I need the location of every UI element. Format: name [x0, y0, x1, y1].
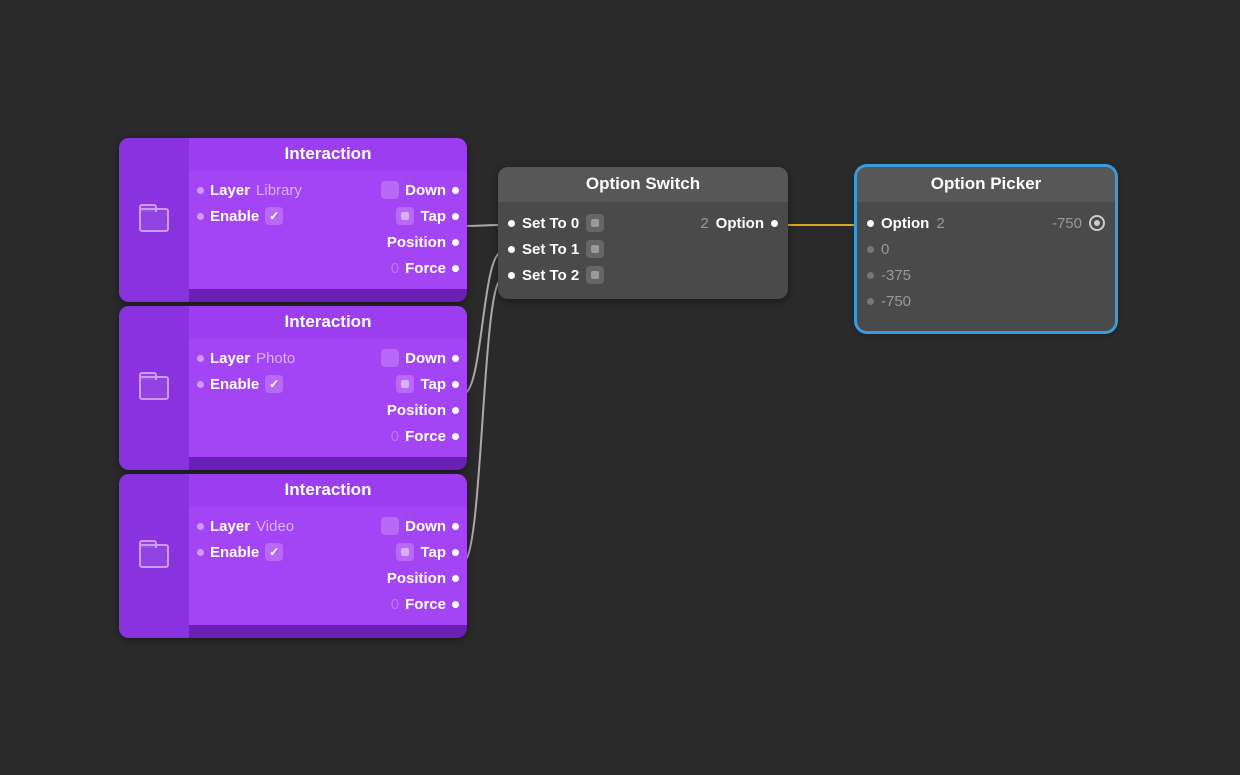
output-label: Option: [716, 215, 764, 232]
output-port-tap[interactable]: [452, 213, 459, 220]
input-port[interactable]: [867, 220, 874, 227]
interaction-node-1[interactable]: Interaction Layer Photo Down: [119, 306, 467, 470]
value-indicator: [586, 266, 604, 284]
tap-indicator: [396, 207, 414, 225]
input-port[interactable]: [867, 298, 874, 305]
port-label-enable: Enable: [210, 544, 259, 561]
force-value: 0: [391, 428, 399, 445]
port-label-tap: Tap: [420, 376, 446, 393]
output-port[interactable]: [452, 433, 459, 440]
output-port-tap[interactable]: [452, 381, 459, 388]
input-label: Set To 1: [522, 241, 579, 258]
output-port-tap[interactable]: [452, 549, 459, 556]
port-label-force: Force: [405, 596, 446, 613]
port-label-position: Position: [387, 570, 446, 587]
port-label-layer: Layer: [210, 350, 250, 367]
output-port[interactable]: [452, 239, 459, 246]
node-sidebar: [119, 138, 189, 302]
port-label-tap: Tap: [420, 208, 446, 225]
port-label-enable: Enable: [210, 376, 259, 393]
input-port[interactable]: [867, 246, 874, 253]
input-port[interactable]: [197, 187, 204, 194]
option-input-value: 2: [936, 215, 944, 232]
input-label: Option: [881, 215, 929, 232]
output-port[interactable]: [452, 187, 459, 194]
port-label-position: Position: [387, 234, 446, 251]
input-label: Set To 0: [522, 215, 579, 232]
port-label-down: Down: [405, 350, 446, 367]
node-sidebar: [119, 474, 189, 638]
node-title: Option Switch: [498, 167, 788, 202]
port-label-force: Force: [405, 428, 446, 445]
layer-value[interactable]: Video: [256, 518, 294, 535]
layer-value[interactable]: Library: [256, 182, 302, 199]
node-sidebar: [119, 306, 189, 470]
input-port[interactable]: [508, 246, 515, 253]
value-indicator: [586, 214, 604, 232]
input-port[interactable]: [508, 220, 515, 227]
value-indicator: [586, 240, 604, 258]
node-title: Interaction: [189, 474, 467, 507]
down-indicator: [381, 517, 399, 535]
node-title: Interaction: [189, 306, 467, 339]
force-value: 0: [391, 260, 399, 277]
tap-indicator: [396, 543, 414, 561]
output-port[interactable]: [771, 220, 778, 227]
node-title: Option Picker: [857, 167, 1115, 202]
interaction-node-2[interactable]: Interaction Layer Video Down: [119, 474, 467, 638]
output-value: -750: [1052, 215, 1082, 232]
down-indicator: [381, 349, 399, 367]
port-label-position: Position: [387, 402, 446, 419]
output-port[interactable]: [452, 575, 459, 582]
enable-checkbox[interactable]: [265, 207, 283, 225]
port-label-down: Down: [405, 518, 446, 535]
enable-checkbox[interactable]: [265, 543, 283, 561]
input-port[interactable]: [867, 272, 874, 279]
option-value[interactable]: 0: [881, 241, 889, 258]
output-port[interactable]: [452, 601, 459, 608]
folder-icon: [139, 544, 169, 568]
option-switch-node[interactable]: Option Switch Set To 0 2 Option Set To 1: [498, 167, 788, 299]
node-title: Interaction: [189, 138, 467, 171]
option-picker-node[interactable]: Option Picker Option 2 -750 0: [857, 167, 1115, 331]
output-port[interactable]: [452, 265, 459, 272]
port-label-enable: Enable: [210, 208, 259, 225]
node-canvas[interactable]: Interaction Layer Library Down: [0, 0, 1240, 775]
output-port-icon[interactable]: [1089, 215, 1105, 231]
input-port[interactable]: [197, 355, 204, 362]
port-label-layer: Layer: [210, 518, 250, 535]
output-port[interactable]: [452, 523, 459, 530]
output-port[interactable]: [452, 407, 459, 414]
tap-indicator: [396, 375, 414, 393]
input-port[interactable]: [197, 381, 204, 388]
force-value: 0: [391, 596, 399, 613]
output-value: 2: [700, 215, 708, 232]
port-label-force: Force: [405, 260, 446, 277]
port-label-down: Down: [405, 182, 446, 199]
input-port[interactable]: [197, 523, 204, 530]
option-value[interactable]: -375: [881, 267, 911, 284]
input-port[interactable]: [197, 549, 204, 556]
interaction-node-0[interactable]: Interaction Layer Library Down: [119, 138, 467, 302]
down-indicator: [381, 181, 399, 199]
input-label: Set To 2: [522, 267, 579, 284]
port-label-tap: Tap: [420, 544, 446, 561]
output-port[interactable]: [452, 355, 459, 362]
enable-checkbox[interactable]: [265, 375, 283, 393]
folder-icon: [139, 376, 169, 400]
folder-icon: [139, 208, 169, 232]
port-label-layer: Layer: [210, 182, 250, 199]
option-value[interactable]: -750: [881, 293, 911, 310]
input-port[interactable]: [197, 213, 204, 220]
layer-value[interactable]: Photo: [256, 350, 295, 367]
input-port[interactable]: [508, 272, 515, 279]
